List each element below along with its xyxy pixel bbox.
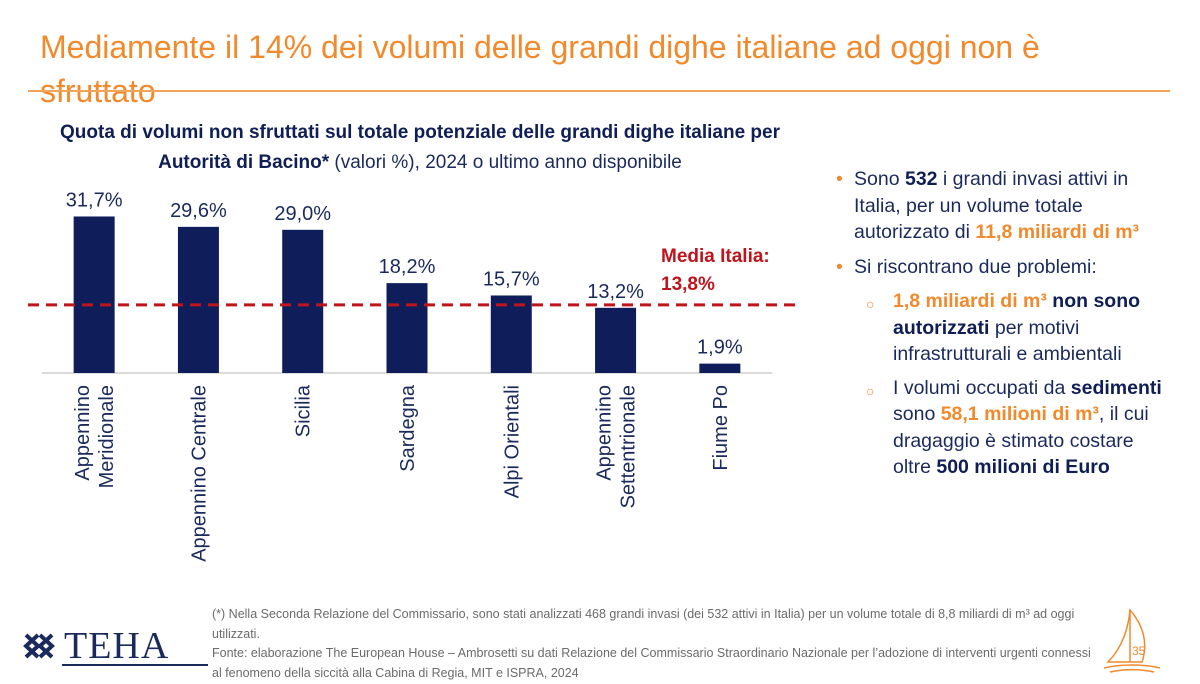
bullet-highlight: non sono autorizzati — [893, 290, 1141, 339]
category-tick-label: Sardegna — [397, 384, 419, 472]
category-tick-label: Fiume Po — [710, 385, 732, 471]
bullet-text: per motivi infrastrutturali e ambientali — [893, 316, 1122, 366]
bar — [699, 363, 741, 373]
ring-bullet-icon: ○ — [866, 382, 875, 399]
title-divider — [28, 90, 1170, 92]
ring-bullet-icon: ○ — [866, 296, 875, 312]
footnote-note: (*) Nella Seconda Relazione del Commissa… — [212, 607, 1075, 641]
reference-label: Media Italia: — [661, 246, 770, 267]
bar — [282, 229, 324, 373]
bar-value-label: 13,2% — [587, 281, 644, 303]
bullet-text: , il cui dragaggio è stimato costare olt… — [893, 403, 1149, 478]
bullet-highlight: 1,8 miliardi di m³ — [893, 290, 1047, 312]
category-tick-label: Meridionale — [96, 385, 118, 488]
bar-value-label: 15,7% — [483, 268, 540, 290]
bullet-dot-icon: • — [836, 255, 843, 278]
logo-wordmark: TEHA — [64, 625, 170, 667]
bar-value-label: 29,6% — [170, 200, 227, 222]
logo-underline — [62, 664, 208, 666]
bullet-highlight: 500 milioni di Euro — [936, 456, 1110, 478]
category-tick-label: Alpi Orientali — [501, 385, 523, 498]
bullet-highlight: sedimenti — [1070, 376, 1162, 399]
category-tick-label: Settentrionale — [618, 385, 640, 508]
bullet-invasi: • Sono 532 i grandi invasi attivi in Ita… — [836, 166, 1176, 246]
bar — [595, 307, 637, 373]
subbullet-sedimenti: ○ I volumi occupati da sedimenti sono 58… — [836, 375, 1176, 481]
bullet-text: Si riscontrano due problemi: — [854, 255, 1097, 278]
key-facts: • Sono 532 i grandi invasi attivi in Ita… — [836, 166, 1176, 488]
bar — [177, 226, 219, 373]
reference-value-label: 13,8% — [661, 274, 715, 295]
chart-title-rest: (valori %), 2024 o ultimo anno disponibi… — [329, 152, 682, 173]
teha-mark-icon — [23, 633, 55, 659]
bar — [73, 216, 115, 373]
bullet-text: i grandi invasi attivi in Italia, per un… — [854, 168, 1129, 243]
bar-value-label: 31,7% — [66, 189, 123, 211]
bar — [490, 295, 532, 373]
bullet-text: I volumi occupati da — [893, 376, 1071, 399]
bullet-highlight: 11,8 miliardi di m³ — [975, 221, 1140, 243]
bar — [386, 283, 428, 373]
subbullet-non-autorizzati: ○ 1,8 miliardi di m³ non sono autorizzat… — [836, 288, 1176, 368]
bar-value-label: 29,0% — [274, 203, 331, 225]
category-tick-label: Appennino Centrale — [188, 385, 210, 562]
page-number: 35 — [1132, 644, 1146, 658]
bullet-highlight: 532 — [904, 168, 938, 190]
category-tick-label: Appennino — [594, 385, 616, 481]
bullet-dot-icon: • — [836, 168, 843, 190]
bar-value-label: 18,2% — [379, 256, 436, 278]
teha-logo: TEHA — [22, 625, 208, 667]
category-tick-label: Appennino — [72, 385, 94, 481]
bullet-problemi: • Si riscontrano due problemi: — [836, 254, 1176, 281]
bullet-text: Sono — [854, 168, 905, 190]
bullet-text: sono — [893, 403, 941, 425]
sail-icon — [1103, 608, 1161, 673]
bar-value-label: 1,9% — [697, 337, 743, 359]
chart-title: Quota di volumi non sfruttati sul totale… — [40, 118, 800, 178]
bullet-highlight: 58,1 milioni di m³ — [940, 403, 1099, 425]
footnote-source: Fonte: elaborazione The European House –… — [212, 646, 1091, 680]
chart-title-bold: Quota di volumi non sfruttati sul totale… — [60, 122, 780, 173]
footnote: (*) Nella Seconda Relazione del Commissa… — [212, 605, 1092, 683]
category-tick-label: Sicilia — [293, 384, 315, 437]
